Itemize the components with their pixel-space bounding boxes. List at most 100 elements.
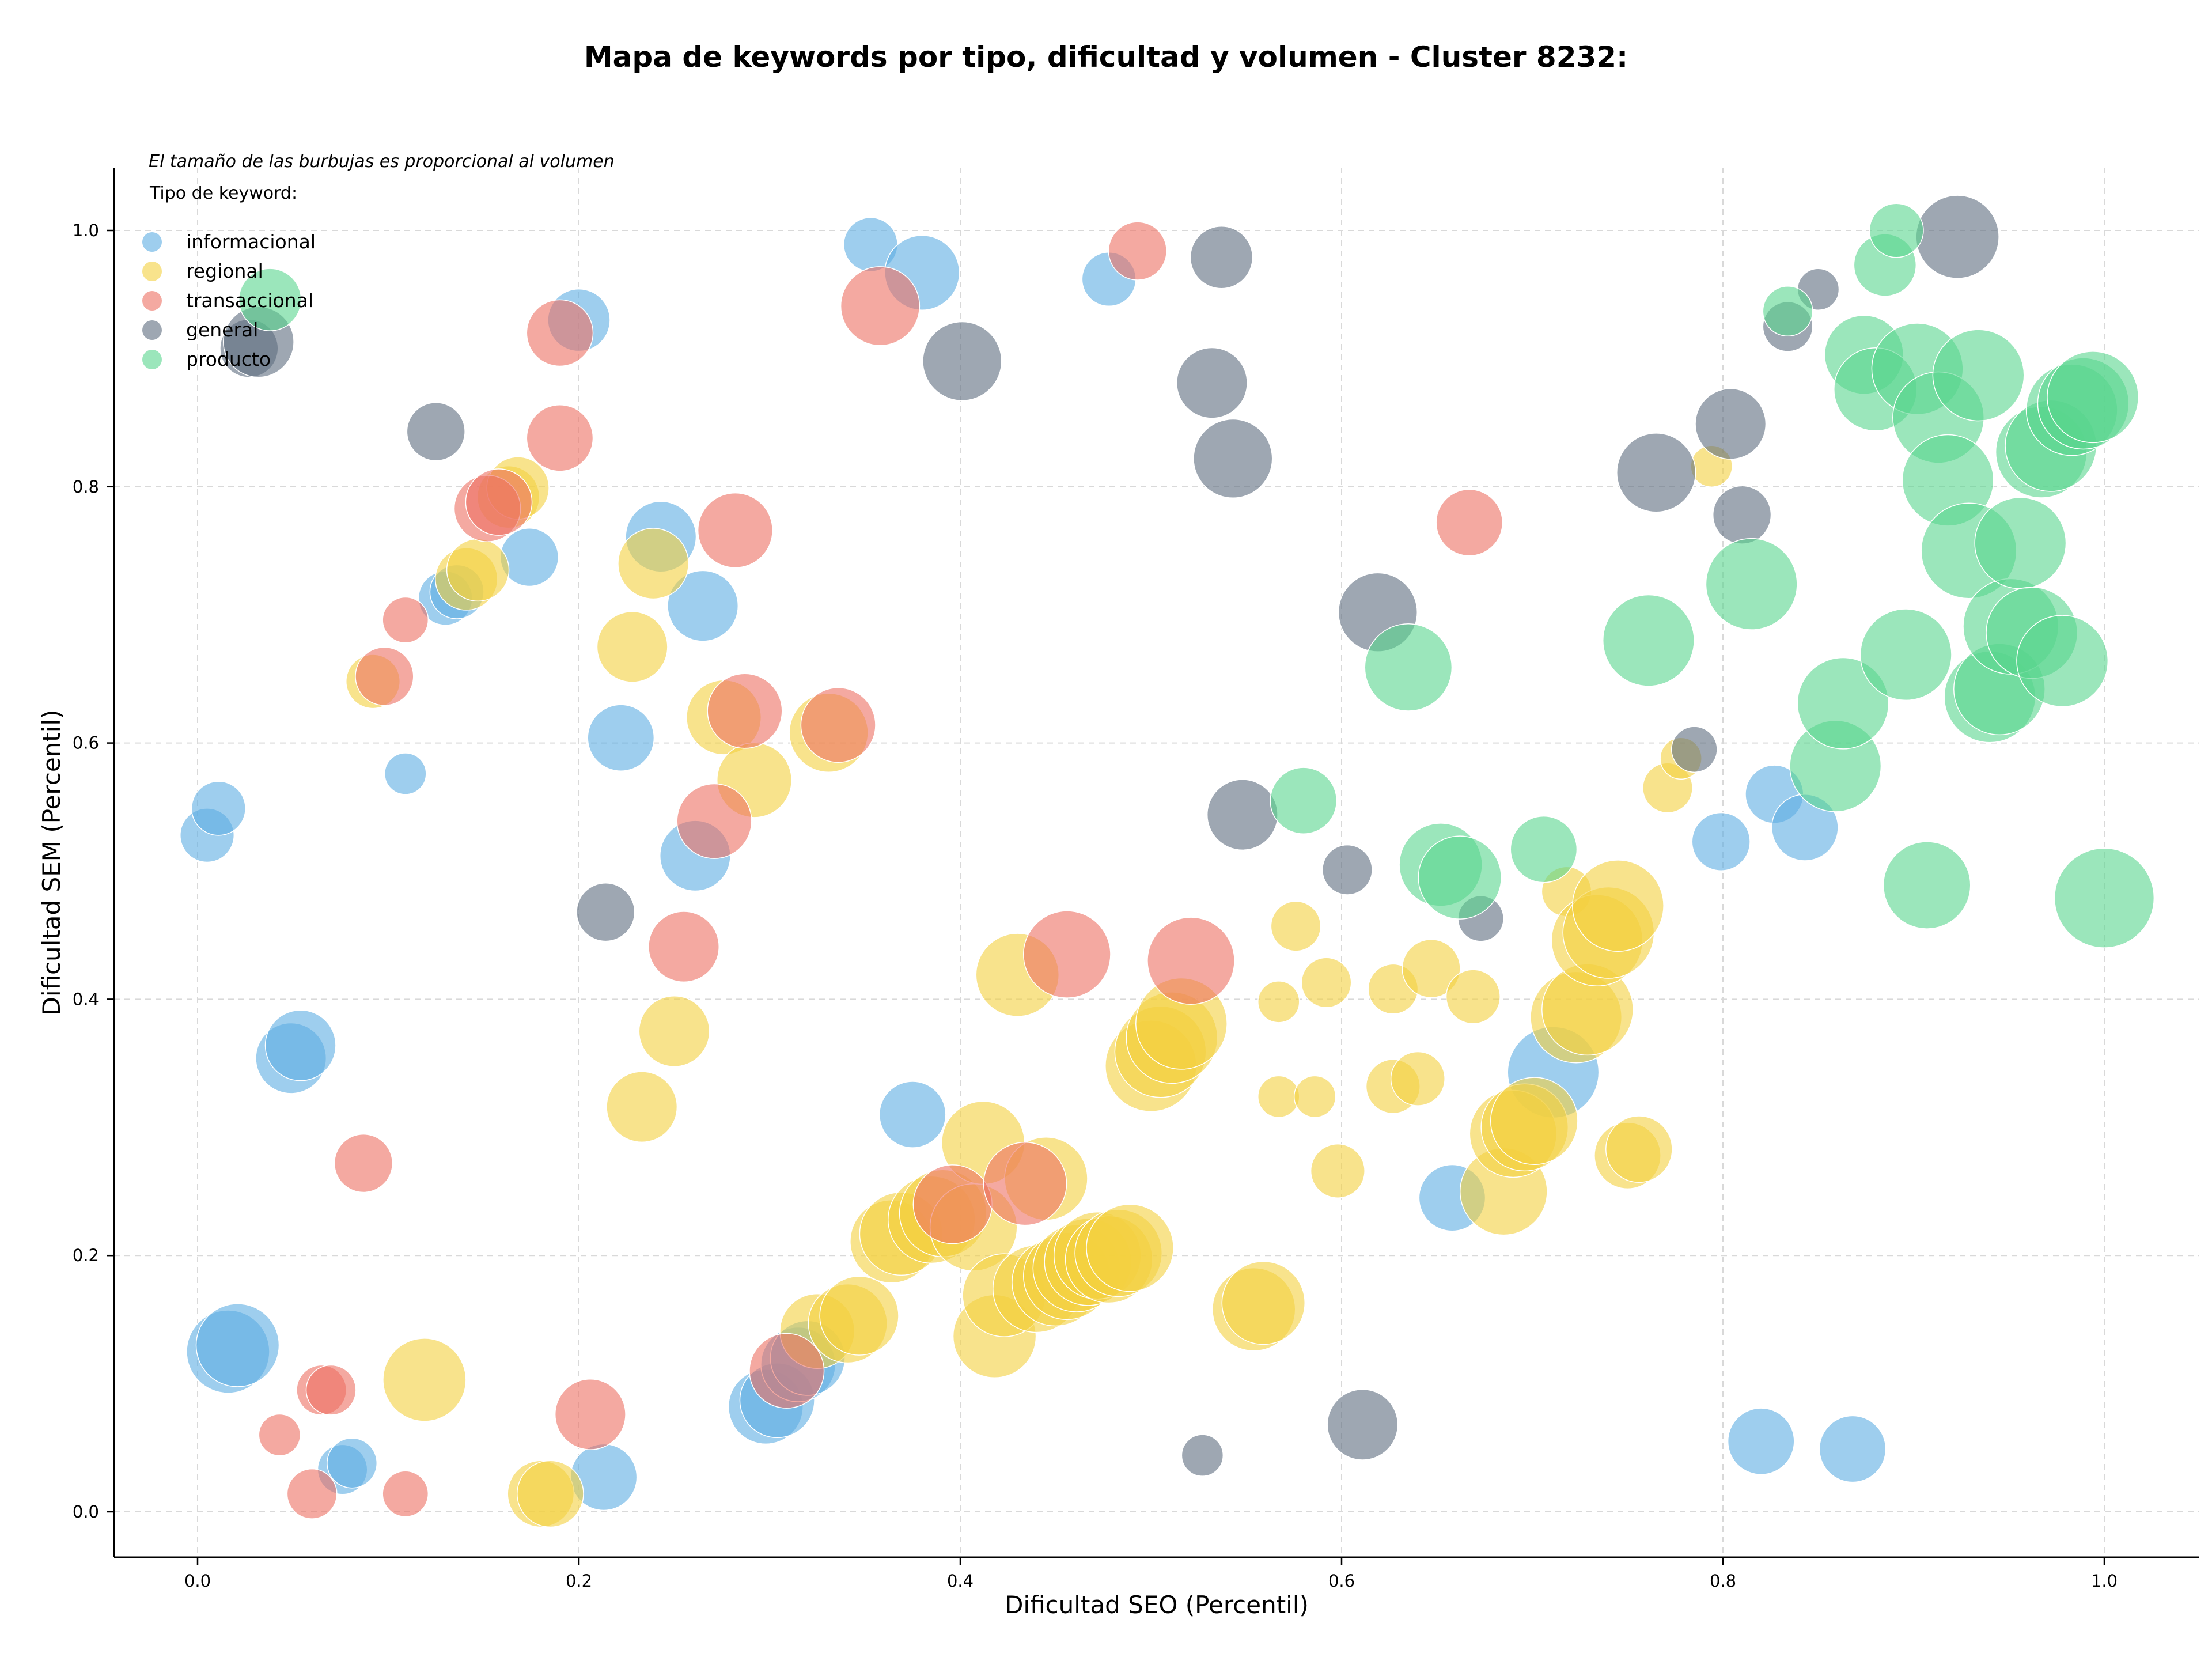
bubble-transaccional — [983, 1141, 1067, 1226]
bubble-regional — [618, 528, 690, 600]
bubble-producto — [1418, 835, 1502, 920]
bubble-informacional — [587, 704, 655, 772]
y-axis-label: Dificultad SEM (Percentil) — [37, 710, 66, 1016]
bubble-general — [1190, 225, 1253, 289]
bubble-regional — [1445, 969, 1501, 1024]
bubble-producto — [1797, 657, 1889, 750]
bubble-regional — [638, 996, 710, 1067]
legend: informacional regional transaccional genera… — [142, 230, 316, 370]
bubble-transaccional — [305, 1364, 357, 1416]
bubble-producto — [1883, 841, 1971, 929]
bubble-regional — [1270, 901, 1321, 952]
bubble-general — [1193, 418, 1273, 499]
y-tick-label: 0.0 — [73, 1502, 99, 1522]
bubbles-layer — [180, 195, 2155, 1528]
y-tick-label: 0.2 — [73, 1246, 99, 1265]
bubble-producto — [2016, 615, 2109, 707]
legend-marker-producto — [142, 350, 162, 369]
bubble-regional — [1293, 1075, 1336, 1118]
bubble-producto — [1974, 497, 2067, 589]
bubble-transaccional — [1108, 221, 1167, 281]
bubble-transaccional — [676, 783, 752, 859]
bubble-transaccional — [1147, 917, 1235, 1005]
size-note: El tamaño de las burbujas es proporciona… — [149, 152, 615, 172]
bubble-informacional — [1819, 1415, 1887, 1483]
x-tick-label: 1.0 — [2091, 1571, 2118, 1591]
bubble-producto — [1859, 608, 1952, 701]
bubble-transaccional — [1435, 489, 1503, 557]
bubble-transaccional — [355, 646, 414, 706]
bubble-informacional — [667, 570, 739, 642]
bubble-transaccional — [554, 1379, 626, 1450]
bubble-transaccional — [1023, 910, 1111, 998]
bubble-producto — [1364, 623, 1453, 712]
bubble-informacional — [264, 1009, 336, 1081]
bubble-informacional — [384, 752, 427, 795]
legend-marker-regional — [142, 262, 162, 281]
bubble-informacional — [499, 527, 559, 587]
y-tick-label: 1.0 — [73, 221, 99, 240]
bubble-regional — [517, 1460, 584, 1528]
legend-label-transaccional: transaccional — [186, 289, 313, 312]
bubble-regional — [1490, 1077, 1578, 1166]
bubble-general — [576, 883, 635, 942]
bubble-transaccional — [286, 1468, 338, 1519]
bubble-producto — [1602, 594, 1695, 687]
bubble-regional — [1086, 1204, 1174, 1292]
bubble-transaccional — [258, 1413, 301, 1456]
bubble-transaccional — [648, 911, 720, 983]
legend-title: Tipo de keyword: — [149, 183, 297, 203]
bubble-informacional — [327, 1437, 378, 1489]
bubble-regional — [1572, 860, 1664, 952]
bubble-producto — [1510, 815, 1578, 883]
bubble-regional — [1257, 1075, 1300, 1118]
legend-label-regional: regional — [186, 260, 263, 282]
bubble-regional — [1221, 1261, 1306, 1345]
bubble-general — [406, 402, 465, 461]
x-tick-label: 0.6 — [1328, 1571, 1355, 1591]
bubble-informacional — [191, 781, 246, 836]
bubble-transaccional — [382, 596, 429, 644]
bubble-general — [1616, 433, 1696, 513]
bubble-regional — [1310, 1143, 1365, 1198]
x-tick-label: 0.8 — [1710, 1571, 1736, 1591]
bubble-transaccional — [465, 468, 533, 536]
bubble-general — [1671, 726, 1718, 773]
legend-label-producto: producto — [186, 348, 271, 370]
legend-label-informacional: informacional — [186, 230, 316, 253]
bubble-transaccional — [526, 404, 594, 472]
bubble-transaccional — [334, 1133, 393, 1193]
bubble-transaccional — [697, 492, 773, 568]
bubble-transaccional — [912, 1164, 993, 1244]
x-tick-label: 0.0 — [184, 1571, 211, 1591]
legend-marker-general — [142, 320, 162, 340]
bubble-informacional — [1727, 1408, 1795, 1475]
x-axis-label: Dificultad SEO (Percentil) — [1005, 1591, 1309, 1619]
bubble-transaccional — [526, 299, 594, 367]
bubble-regional — [1257, 981, 1300, 1023]
bubble-regional — [1605, 1115, 1673, 1183]
x-tick-label: 0.2 — [566, 1571, 592, 1591]
bubble-transaccional — [800, 687, 876, 763]
bubble-general — [1695, 388, 1767, 460]
bubble-producto — [1270, 767, 1338, 835]
bubble-producto — [1705, 538, 1798, 630]
bubble-general — [922, 321, 1002, 401]
bubble-general — [1176, 347, 1248, 419]
bubble-producto — [238, 268, 302, 331]
bubble-producto — [2047, 351, 2139, 444]
chart-title: Mapa de keywords por tipo, dificultad y … — [584, 40, 1628, 74]
y-tick-label: 0.8 — [73, 477, 99, 497]
bubble-informacional — [1691, 812, 1751, 871]
bubble-general — [1321, 844, 1373, 895]
bubble-regional — [446, 538, 510, 602]
y-tick-label: 0.6 — [73, 733, 99, 753]
bubble-producto — [1932, 329, 2025, 422]
bubble-regional — [1402, 939, 1461, 998]
bubble-producto — [1869, 203, 1924, 258]
bubble-regional — [819, 1276, 899, 1356]
bubble-general — [1206, 779, 1278, 851]
x-tick-label: 0.4 — [947, 1571, 974, 1591]
bubble-producto — [2054, 847, 2155, 948]
